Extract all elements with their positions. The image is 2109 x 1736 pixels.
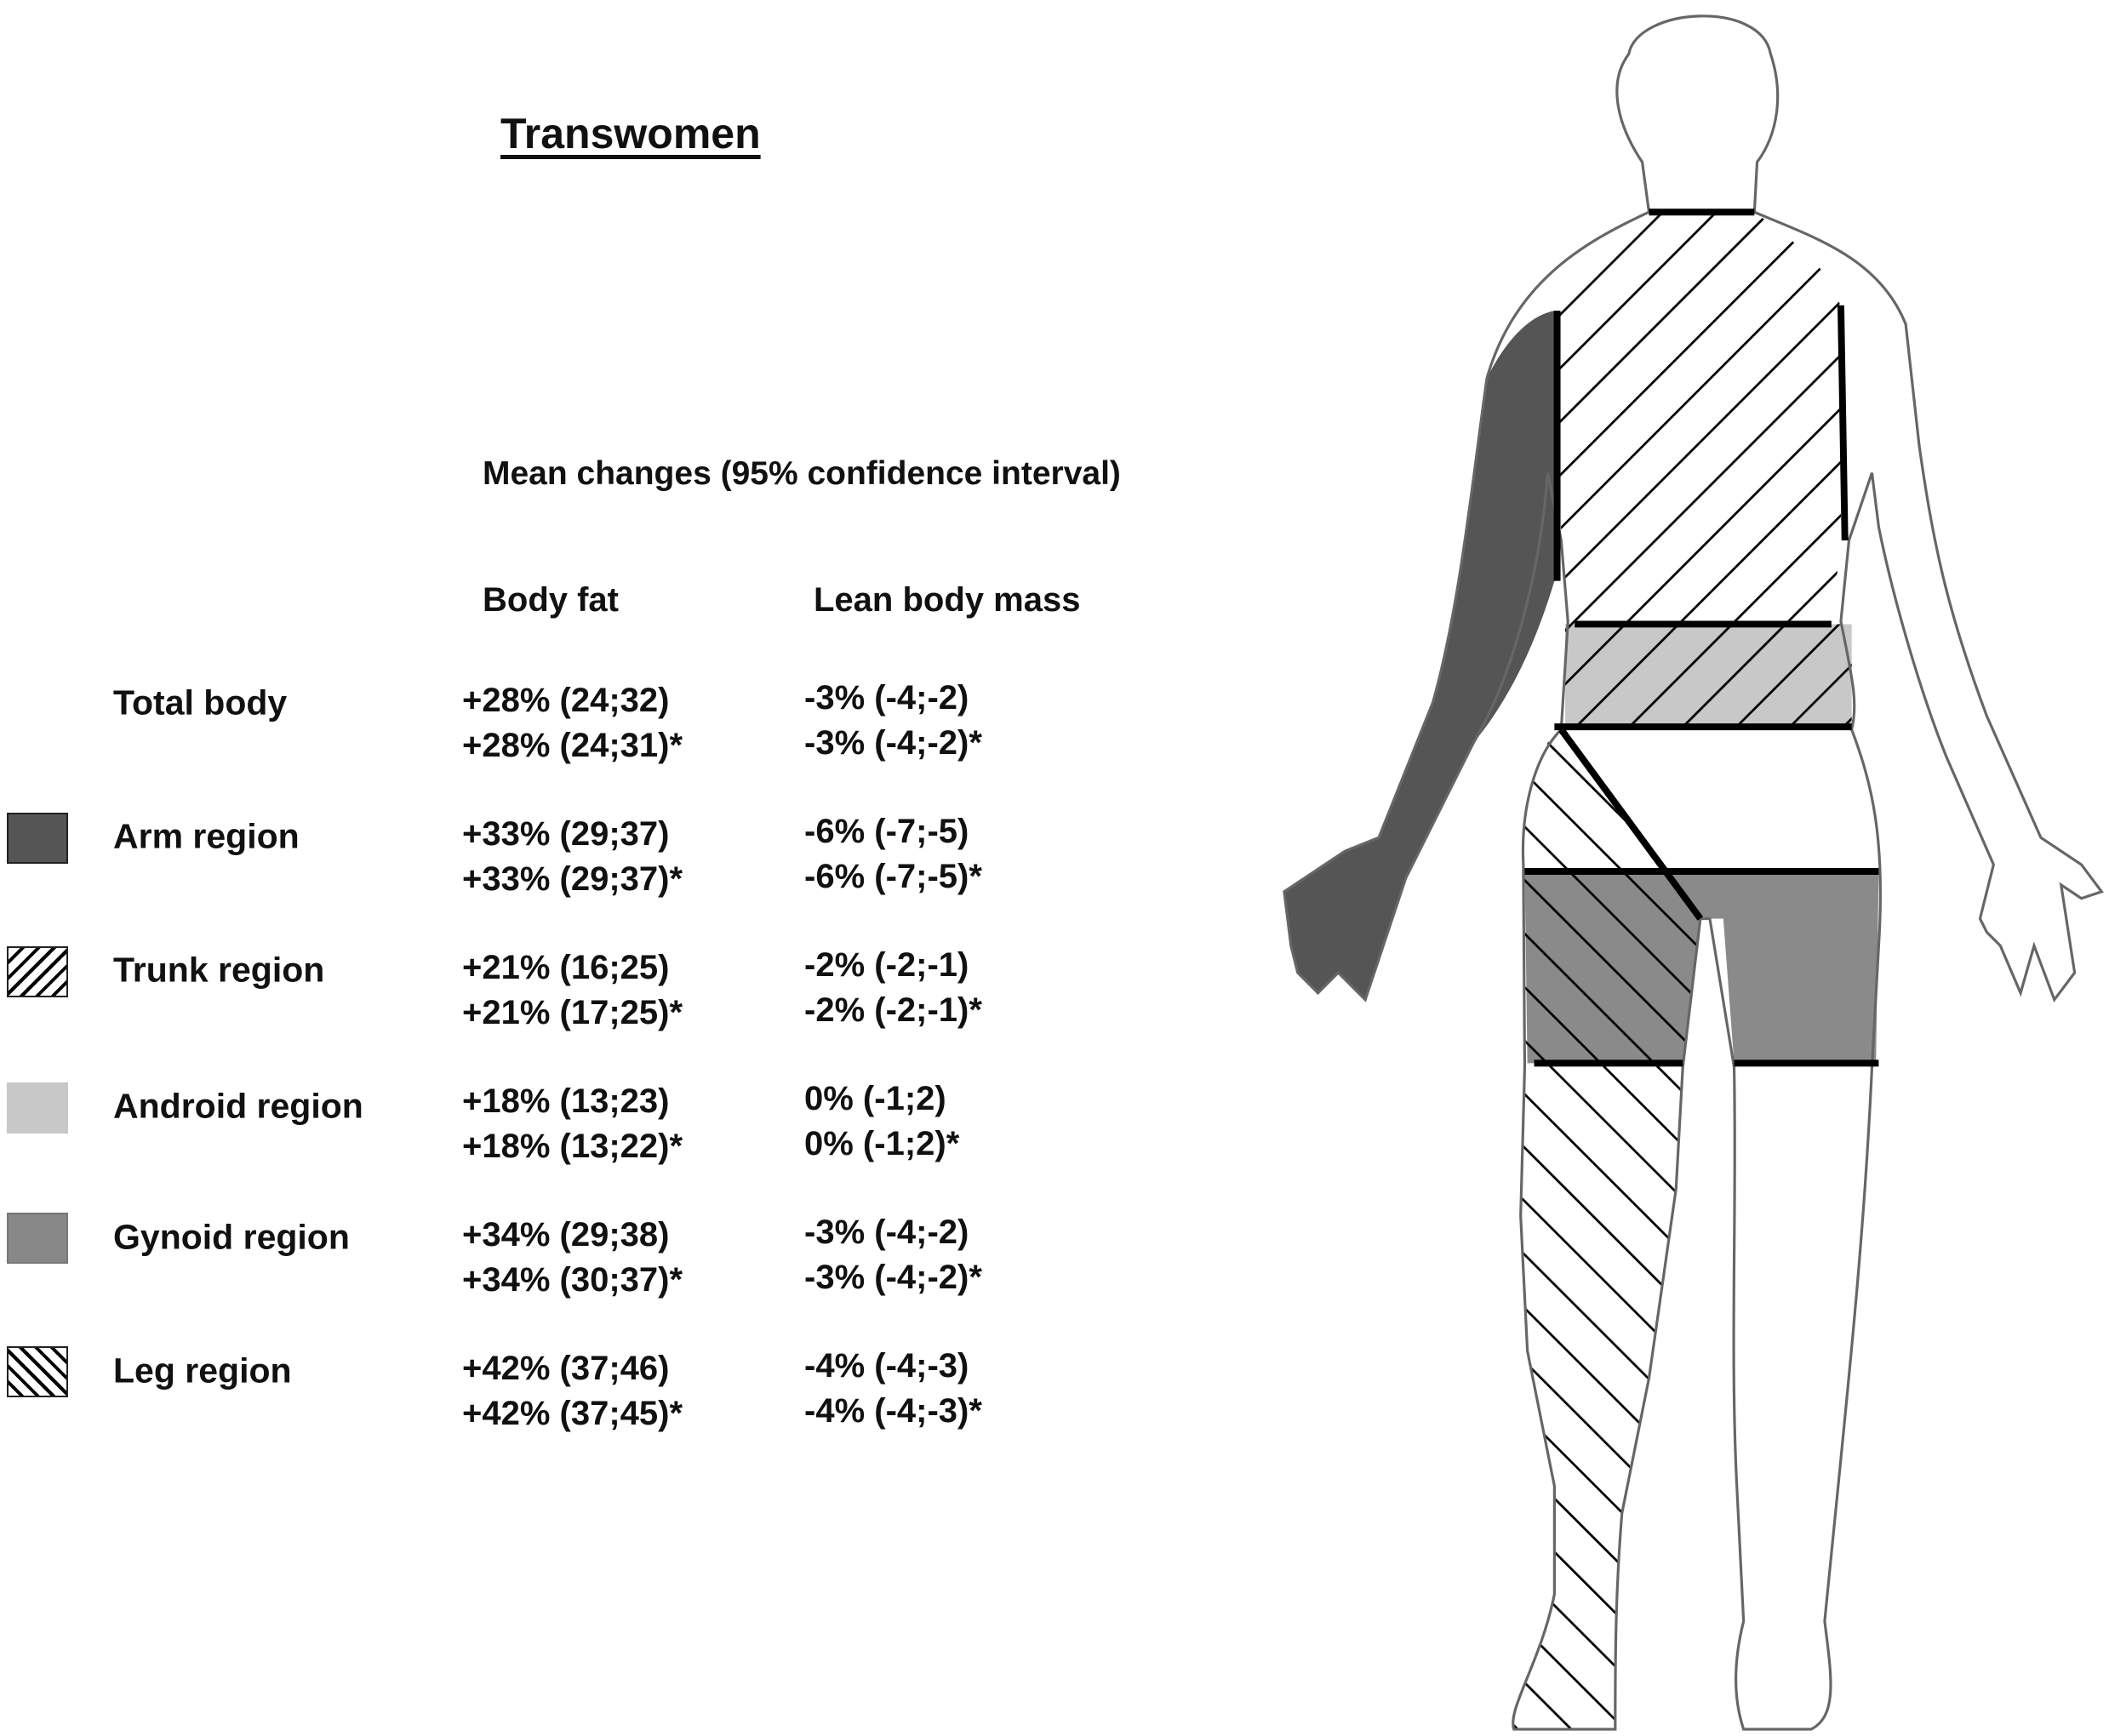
body-fat-total-body: +28% (24;32) +28% (24;31)* [462,678,683,768]
body-fat-gynoid: +34% (29;38) +34% (30;37)* [462,1213,683,1303]
legend-swatch-gynoid [7,1213,68,1264]
value: -6% (-7;-5) [804,813,969,850]
lean-mass-trunk: -2% (-2;-1) -2% (-2;-1)* [804,943,982,1033]
row-label-leg: Leg region [113,1351,292,1391]
body-fat-leg: +42% (37;46) +42% (37;45)* [462,1346,683,1436]
arm-region [1283,311,1555,1000]
leg-diagonal-boundary [1558,727,1704,921]
value: -3% (-4;-2) [804,679,969,717]
value: 0% (-1;2) [804,1080,946,1117]
value: -4% (-4;-3) [804,1347,969,1385]
value: -2% (-2;-1) [804,946,969,984]
lean-mass-gynoid: -3% (-4;-2) -3% (-4;-2)* [804,1210,982,1300]
value-adjusted: -2% (-2;-1)* [804,991,982,1029]
leg-region [1512,729,1700,1730]
lean-mass-arm: -6% (-7;-5) -6% (-7;-5)* [804,809,982,899]
table-subtitle: Mean changes (95% confidence interval) [483,455,1121,492]
body-fat-trunk: +21% (16;25) +21% (17;25)* [462,945,683,1036]
value-adjusted: +21% (17;25)* [462,994,683,1031]
region-boundaries [1524,208,1879,1067]
trunk-region [1557,212,1841,625]
right-shoulder-boundary [1837,305,1849,541]
figure-title: Transwomen [500,110,761,157]
value-adjusted: 0% (-1;2)* [804,1125,960,1162]
column-header-lean-body-mass: Lean body mass [814,581,1081,619]
row-label-gynoid: Gynoid region [113,1217,350,1257]
row-label-android: Android region [113,1086,363,1126]
value-adjusted: -4% (-4;-3)* [804,1392,982,1430]
android-hatch [1565,624,1852,728]
value: +28% (24;32) [462,682,670,719]
value: -3% (-4;-2) [804,1213,969,1251]
lean-mass-total-body: -3% (-4;-2) -3% (-4;-2)* [804,676,982,766]
value-adjusted: +28% (24;31)* [462,727,683,764]
column-header-body-fat: Body fat [483,581,619,619]
legend-swatch-leg [7,1346,68,1397]
lean-mass-leg: -4% (-4;-3) -4% (-4;-3)* [804,1344,982,1434]
value: +18% (13;23) [462,1082,670,1120]
legend-swatch-trunk [7,946,68,997]
value: +34% (29;38) [462,1216,670,1253]
value: +42% (37;46) [462,1350,670,1387]
value-adjusted: +33% (29;37)* [462,860,683,898]
row-label-total-body: Total body [113,682,288,722]
lean-mass-android: 0% (-1;2) 0% (-1;2)* [804,1076,959,1167]
value-adjusted: -3% (-4;-2)* [804,724,982,762]
legend-swatch-android [7,1082,68,1134]
legend-swatch-arm [7,813,68,864]
value-adjusted: +42% (37;45)* [462,1395,683,1432]
value: +33% (29;37) [462,815,670,853]
row-label-arm: Arm region [113,816,300,856]
body-fat-android: +18% (13;23) +18% (13;22)* [462,1079,683,1169]
row-label-trunk: Trunk region [113,950,325,990]
value-adjusted: +18% (13;22)* [462,1128,683,1165]
value-adjusted: -3% (-4;-2)* [804,1259,982,1296]
body-outline [1283,14,2104,1731]
body-fat-arm: +33% (29;37) +33% (29;37)* [462,812,683,902]
value-adjusted: +34% (30;37)* [462,1261,683,1299]
value: +21% (16;25) [462,949,670,986]
value-adjusted: -6% (-7;-5)* [804,858,982,895]
